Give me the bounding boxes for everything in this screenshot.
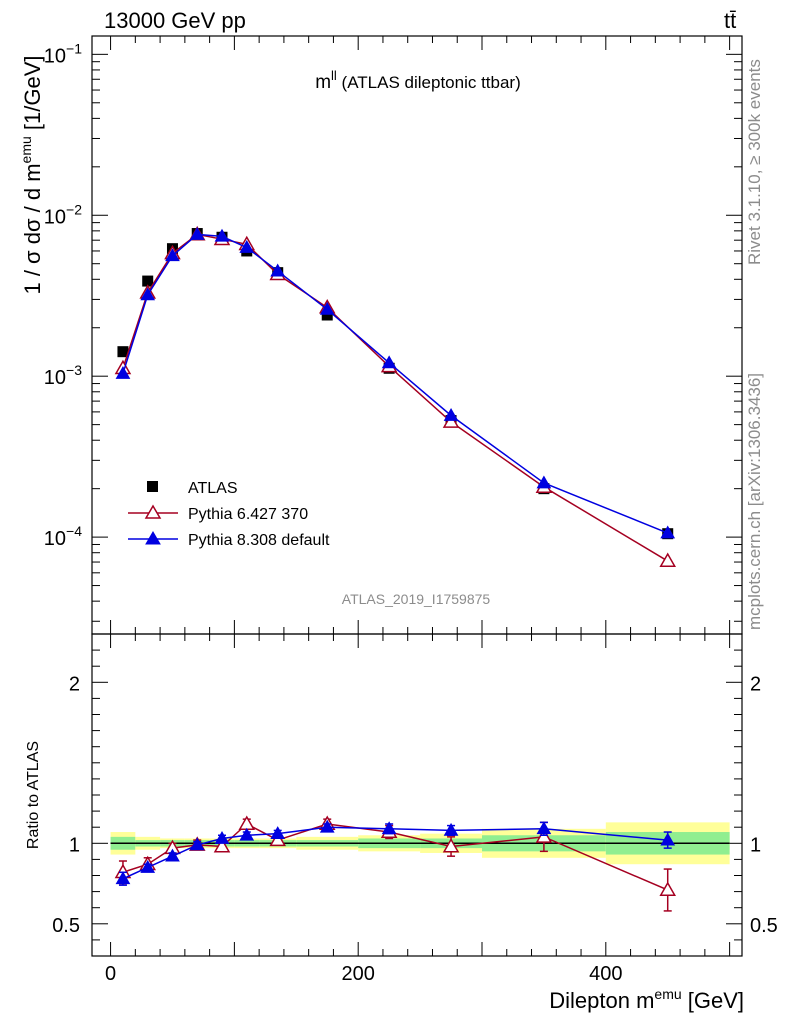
legend-label-atlas: ATLAS — [188, 480, 238, 497]
y-tick-label: 10−3 — [44, 362, 82, 389]
ratio-y-tick-label-right: 1 — [750, 834, 761, 856]
ratio-point-pythia8 — [115, 871, 131, 885]
data-point-pythia8 — [536, 475, 552, 489]
data-point-atlas — [117, 346, 129, 358]
main-series — [114, 225, 677, 568]
ratio-point-pythia8 — [443, 822, 459, 836]
data-point-pythia8 — [189, 226, 205, 240]
series-line-2 — [122, 233, 668, 534]
legend-marker-atlas — [147, 481, 158, 492]
legend-label-pythia8: Pythia 8.308 default — [188, 532, 330, 549]
data-point-pythia8 — [319, 301, 335, 315]
x-tick-label: 0 — [105, 963, 116, 985]
ratio-point-pythia8 — [239, 827, 255, 841]
ratio-point-pythia8 — [270, 826, 286, 840]
ratio-point-pythia6 — [659, 881, 677, 896]
legend: ATLAS Pythia 6.427 370 Pythia 8.308 defa… — [128, 480, 330, 549]
ratio-series — [114, 815, 677, 912]
ratio-point-pythia8 — [319, 819, 335, 833]
data-point-pythia8 — [270, 263, 286, 277]
y-tick-label: 10−2 — [44, 201, 82, 228]
x-tick-label: 200 — [342, 963, 375, 985]
x-tick-label: 400 — [589, 963, 622, 985]
main-y-axis-label: 1 / σ dσ / d memu [1/GeV] — [18, 55, 45, 294]
rivet-side-text: Rivet 3.1.10, ≥ 300k events — [745, 59, 764, 265]
ratio-y-tick-label: 2 — [69, 673, 80, 695]
data-point-pythia6 — [442, 413, 460, 428]
ratio-panel-frame — [91, 633, 743, 957]
ratio-point-pythia6 — [213, 838, 231, 853]
data-point-pythia8 — [239, 240, 255, 253]
y-tick-label: 10−4 — [44, 523, 82, 550]
legend-label-pythia6: Pythia 6.427 370 — [188, 506, 308, 523]
ratio-point-pythia6 — [238, 815, 256, 830]
ratio-point-pythia8 — [660, 832, 676, 846]
main-title: mll (ATLAS dileptonic ttbar) — [315, 68, 521, 93]
mcplots-side-text: mcplots.cern.ch [arXiv:1306.3436] — [745, 373, 764, 630]
data-point-atlas — [321, 309, 333, 321]
data-point-atlas — [142, 275, 154, 287]
data-point-pythia8 — [115, 365, 131, 379]
ratio-point-pythia8 — [189, 837, 205, 851]
ratio-y-tick-label-right: 2 — [750, 673, 761, 695]
analysis-watermark: ATLAS_2019_I1759875 — [342, 591, 491, 607]
ratio-point-pythia6 — [442, 838, 460, 853]
data-point-pythia8 — [381, 355, 397, 369]
main-axes: 10−1 10−2 10−3 10−4 — [44, 36, 742, 634]
data-point-pythia6 — [659, 552, 677, 568]
ratio-y-tick-label-right: 0.5 — [750, 915, 778, 937]
data-point-pythia8 — [165, 248, 180, 262]
legend-marker-pythia8 — [145, 531, 161, 545]
ratio-point-pythia8 — [165, 848, 180, 862]
data-point-pythia8 — [140, 287, 156, 301]
ratio-point-pythia8 — [536, 821, 552, 835]
y-tick-label: 10−1 — [44, 40, 82, 67]
data-point-pythia8 — [214, 228, 230, 242]
ratio-point-pythia8 — [214, 830, 230, 844]
ratio-y-tick-label: 0.5 — [52, 915, 80, 937]
ratio-point-pythia8 — [140, 859, 156, 873]
data-point-pythia8 — [660, 525, 676, 539]
ratio-y-tick-label: 1 — [69, 834, 80, 856]
ratio-axes: 0 200 400 0.5 0.5 1 1 2 2 — [52, 634, 778, 985]
x-axis-label: Dilepton memu [GeV] — [549, 986, 744, 1013]
data-point-pythia8 — [443, 407, 459, 421]
ratio-point-pythia6 — [269, 831, 287, 847]
header-left: 13000 GeV pp — [104, 8, 246, 33]
ratio-point-pythia8 — [381, 821, 397, 835]
legend-marker-pythia6 — [144, 504, 162, 519]
header-right: tt̄ — [724, 8, 736, 33]
ratio-y-axis-label: Ratio to ATLAS — [25, 741, 42, 849]
